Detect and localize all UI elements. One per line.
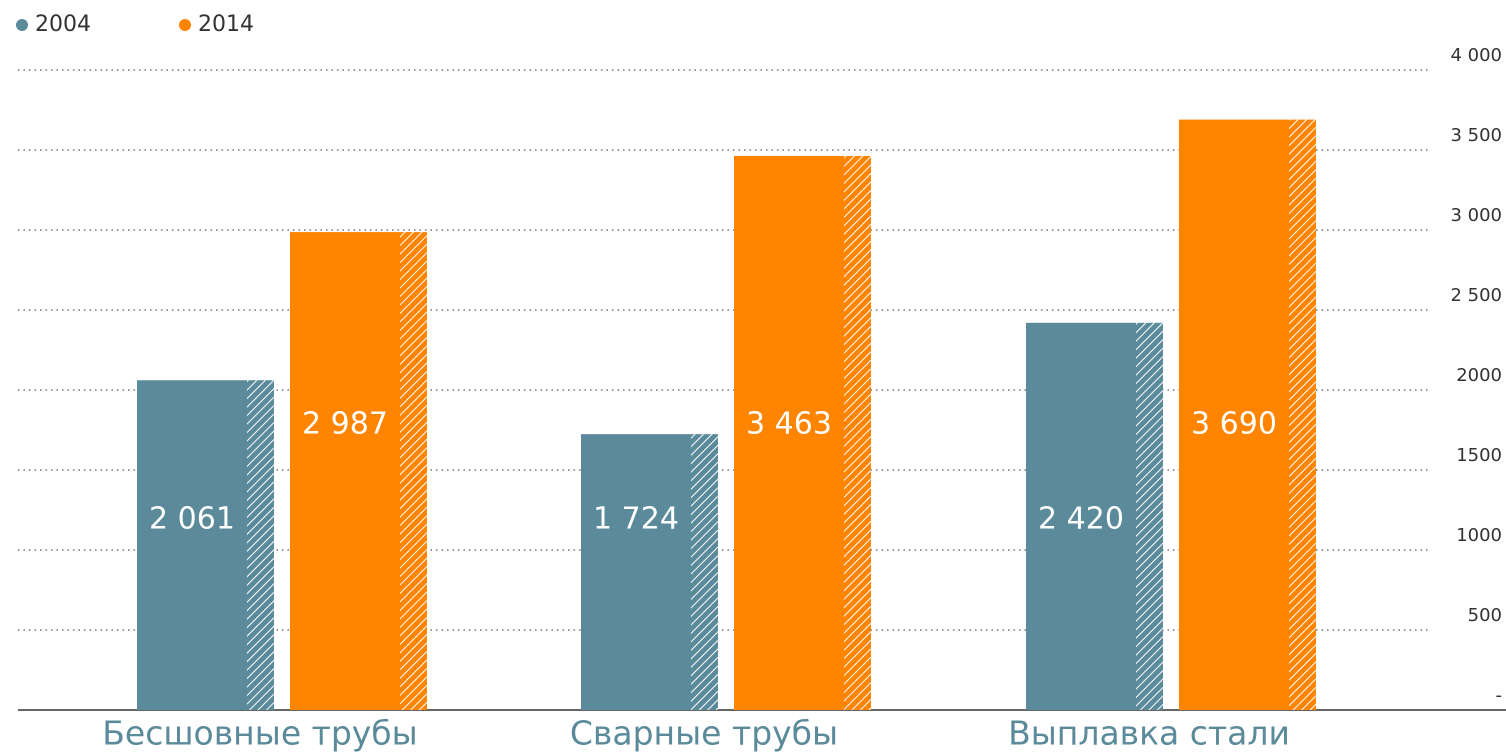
y-tick-label: 4 000 [1450, 45, 1502, 66]
y-tick-label: - [1496, 685, 1503, 706]
value-label: 2 061 [149, 502, 235, 537]
value-label: 1 724 [593, 502, 679, 537]
x-tick-label: Сварные трубы [570, 714, 838, 753]
y-tick-label: 2 500 [1450, 285, 1502, 306]
value-label: 3 690 [1191, 407, 1277, 442]
bar-hatch [1289, 119, 1316, 711]
y-tick-label: 500 [1468, 605, 1502, 626]
legend-label: 2014 [198, 12, 254, 37]
value-label: 3 463 [746, 407, 832, 442]
x-tick-label: Выплавка стали [1008, 714, 1290, 753]
x-tick-label: Бесшовные трубы [102, 714, 417, 753]
y-tick-label: 3 000 [1450, 205, 1502, 226]
value-label: 2 420 [1038, 502, 1124, 537]
bar-hatch [844, 155, 871, 711]
y-tick-label: 2000 [1456, 365, 1502, 386]
legend-marker [179, 19, 191, 31]
y-tick-label: 3 500 [1450, 125, 1502, 146]
bar-hatch [691, 434, 718, 710]
legend-label: 2004 [35, 12, 91, 37]
y-tick-label: 1000 [1456, 525, 1502, 546]
bar-hatch [400, 232, 427, 710]
value-label: 2 987 [302, 407, 388, 442]
legend-marker [16, 19, 28, 31]
y-tick-label: 1500 [1456, 445, 1502, 466]
bar-hatch [1136, 322, 1163, 710]
bar-hatch [247, 380, 274, 710]
